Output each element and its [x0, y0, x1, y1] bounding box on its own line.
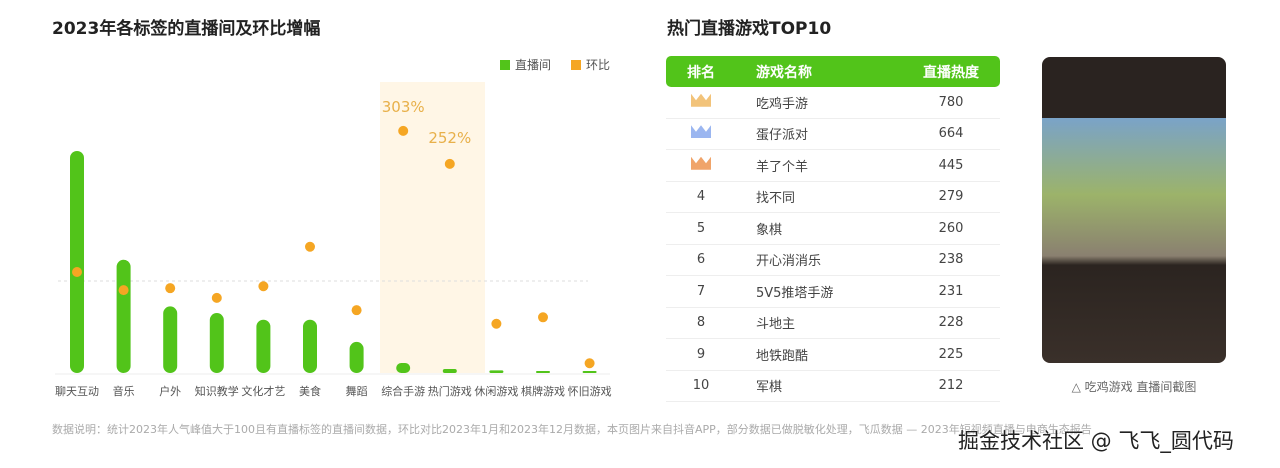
- top10-table: 排名 游戏名称 直播热度 吃鸡手游 780 蛋仔派对 664 羊了个羊 445 4 找不同 27…: [666, 56, 1000, 402]
- rank: 6: [696, 252, 706, 268]
- heat-value: 445: [938, 157, 964, 173]
- data-label: 252%: [428, 129, 471, 147]
- heat-value: 279: [938, 189, 964, 205]
- game-name: 军棋: [756, 380, 783, 396]
- mom-point: [72, 266, 82, 277]
- header-rank: 排名: [687, 64, 715, 81]
- x-tick-label: 怀旧游戏: [568, 385, 612, 398]
- table-row: 7 5V5推塔手游 231: [666, 276, 1000, 308]
- rank: 4: [696, 189, 706, 205]
- legend-swatch-live: [500, 60, 510, 70]
- bar: [442, 369, 457, 373]
- table-row: 10 军棋 212: [666, 371, 1000, 402]
- heat-value: 228: [938, 315, 964, 331]
- table-header: 排名 游戏名称 直播热度: [666, 56, 1000, 87]
- mom-point: [211, 292, 222, 303]
- game-name: 找不同: [756, 191, 796, 207]
- bar: [163, 306, 178, 373]
- table-row: 9 地铁跑酷 225: [666, 339, 1000, 371]
- legend-live: 直播间: [515, 58, 551, 72]
- x-tick-label: 舞蹈: [346, 385, 368, 398]
- x-tick-label: 棋牌游戏: [521, 384, 565, 398]
- rank: 10: [692, 378, 710, 394]
- watermark: 掘金技术社区 @ 飞飞_圆代码: [958, 429, 1234, 453]
- rank-crown-icon: [666, 156, 736, 174]
- rank: 5: [696, 220, 706, 236]
- heat-value: 212: [938, 378, 964, 394]
- mom-point: [305, 241, 315, 252]
- screenshot-caption: △ 吃鸡游戏 直播间截图: [1071, 380, 1197, 394]
- bar: [536, 371, 550, 373]
- table-row: 4 找不同 279: [666, 182, 1000, 213]
- bar: [396, 363, 411, 373]
- bar: [256, 319, 271, 373]
- game-name: 地铁跑酷: [756, 348, 809, 364]
- heat-value: 664: [938, 126, 964, 142]
- rank: 9: [696, 346, 706, 362]
- table-row: 6 开心消消乐 238: [666, 245, 1000, 276]
- table-title: 热门直播游戏TOP10: [667, 19, 832, 39]
- game-name: 斗地主: [756, 317, 796, 333]
- mom-point: [351, 305, 362, 316]
- mom-point: [584, 358, 595, 369]
- mom-point: [398, 125, 409, 136]
- data-label: 303%: [382, 98, 425, 116]
- data-note: 数据说明：统计2023年人气峰值大于100且有直播标签的直播间数据，环比对比20…: [52, 423, 1092, 436]
- x-tick-label: 户外: [159, 384, 181, 398]
- game-name: 5V5推塔手游: [756, 285, 834, 301]
- bar: [489, 370, 504, 373]
- x-tick-label: 知识教学: [195, 384, 239, 398]
- heat-value: 238: [938, 252, 964, 268]
- x-tick-label: 美食: [299, 384, 321, 398]
- mom-point: [118, 285, 129, 296]
- game-name: 开心消消乐: [756, 254, 822, 270]
- rank-crown-icon: [666, 93, 736, 111]
- bar: [582, 371, 597, 373]
- table-row: 羊了个羊 445: [666, 150, 1000, 182]
- rank-crown-icon: [666, 125, 736, 142]
- mom-point: [258, 281, 269, 292]
- heat-value: 231: [938, 283, 964, 299]
- game-name: 吃鸡手游: [756, 96, 809, 112]
- table-row: 吃鸡手游 780: [666, 87, 1000, 119]
- mom-point: [165, 283, 176, 294]
- x-tick-label: 休闲游戏: [474, 384, 518, 398]
- x-tick-label: 文化才艺: [241, 384, 285, 398]
- x-tick-label: 热门游戏: [428, 384, 472, 398]
- chart-title: 2023年各标签的直播间及环比增幅: [52, 19, 321, 39]
- header-heat: 直播热度: [923, 64, 979, 81]
- bar: [303, 319, 317, 373]
- bar: [209, 313, 224, 373]
- heat-value: 260: [938, 220, 964, 236]
- table-row: 8 斗地主 228: [666, 308, 1000, 339]
- legend-mom: 环比: [586, 58, 610, 72]
- bar: [70, 151, 84, 373]
- highlight-band: [380, 82, 485, 373]
- x-tick-label: 音乐: [113, 384, 135, 398]
- mom-point: [444, 158, 455, 169]
- rank: 8: [696, 315, 706, 331]
- table-row: 蛋仔派对 664: [666, 119, 1000, 150]
- live-stream-screenshot: [1042, 57, 1226, 363]
- bar: [349, 341, 364, 373]
- table-row: 5 象棋 260: [666, 213, 1000, 245]
- header-name: 游戏名称: [756, 64, 812, 81]
- heat-value: 780: [938, 94, 964, 110]
- rank: 7: [696, 283, 706, 299]
- mom-point: [538, 312, 548, 323]
- x-tick-label: 综合手游: [381, 384, 425, 398]
- legend-swatch-mom: [571, 60, 581, 70]
- x-tick-label: 聊天互动: [55, 384, 99, 398]
- game-name: 羊了个羊: [756, 159, 809, 175]
- mom-point: [491, 318, 502, 329]
- game-name: 象棋: [756, 222, 783, 238]
- game-name: 蛋仔派对: [756, 128, 809, 144]
- heat-value: 225: [938, 346, 964, 362]
- bar: [116, 259, 131, 373]
